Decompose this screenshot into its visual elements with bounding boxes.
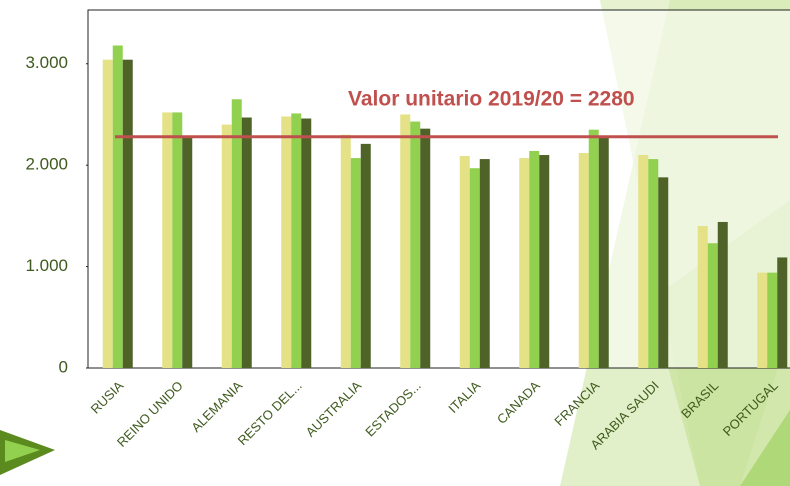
y-tick-label: 0 bbox=[59, 357, 68, 376]
bar bbox=[717, 221, 728, 368]
x-tick-label: ESTADOS... bbox=[362, 378, 424, 440]
bar bbox=[459, 156, 470, 368]
bar bbox=[479, 159, 490, 368]
bar bbox=[648, 159, 659, 368]
bar bbox=[182, 135, 193, 368]
bar bbox=[410, 121, 421, 368]
x-tick-label: AUSTRALIA bbox=[303, 378, 365, 440]
bar bbox=[578, 152, 589, 368]
bar bbox=[162, 112, 173, 368]
x-tick-label: CANADA bbox=[494, 378, 543, 427]
bar bbox=[360, 143, 371, 368]
x-tick-label: RUSIA bbox=[88, 378, 127, 417]
x-tick-label: ITALIA bbox=[445, 378, 483, 416]
annotation: Valor unitario 2019/20 = 2280 bbox=[348, 87, 635, 110]
bar bbox=[588, 129, 599, 368]
y-tick-label: 3.000 bbox=[25, 53, 68, 72]
bar bbox=[658, 177, 669, 368]
bar bbox=[241, 117, 252, 368]
bar bbox=[350, 158, 361, 368]
bar bbox=[102, 59, 113, 368]
y-tick-label: 1.000 bbox=[25, 256, 68, 275]
bar bbox=[529, 150, 540, 368]
bar bbox=[767, 272, 778, 368]
y-tick-label: 2.000 bbox=[25, 155, 68, 174]
bar bbox=[231, 99, 242, 368]
plot-area bbox=[87, 9, 790, 369]
bar bbox=[112, 45, 123, 368]
bar bbox=[281, 116, 292, 369]
bar bbox=[697, 226, 708, 368]
bar bbox=[122, 59, 133, 368]
bar bbox=[301, 118, 312, 368]
bar bbox=[172, 112, 183, 368]
bar bbox=[598, 135, 609, 368]
bar bbox=[777, 257, 788, 368]
bar bbox=[469, 168, 480, 368]
bar bbox=[221, 124, 232, 369]
bar bbox=[638, 155, 649, 368]
bar bbox=[539, 155, 550, 368]
bar bbox=[757, 272, 768, 368]
x-tick-label: ALEMANIA bbox=[188, 378, 245, 435]
bar bbox=[707, 243, 718, 368]
bar bbox=[291, 113, 302, 368]
bar bbox=[340, 134, 351, 368]
bar bbox=[400, 114, 411, 368]
bar bbox=[420, 128, 431, 368]
decoration bbox=[5, 440, 40, 462]
bar bbox=[519, 158, 530, 368]
